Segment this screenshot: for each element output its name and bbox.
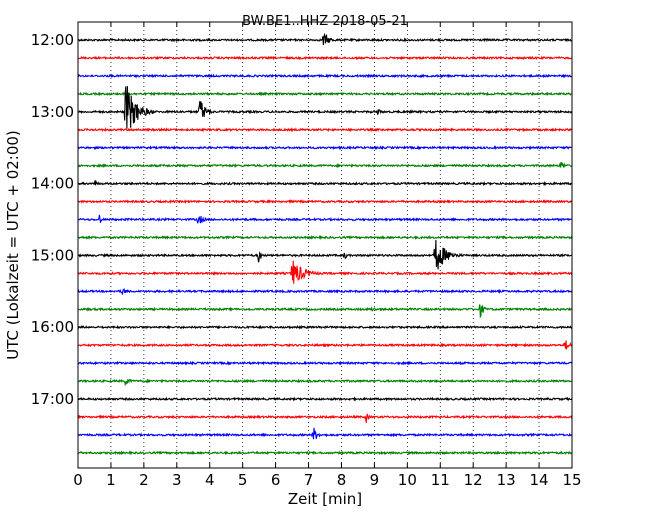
seismogram-trace [77, 73, 573, 79]
seismogram-trace [77, 145, 573, 151]
y-tick-label: 17:00 [31, 390, 74, 408]
y-tick-label: 12:00 [31, 31, 74, 49]
seismogram-trace [77, 234, 573, 241]
y-tick-label: 16:00 [31, 318, 74, 336]
x-tick-label: 8 [337, 471, 347, 489]
seismogram-trace [77, 304, 573, 319]
x-tick-label: 10 [398, 471, 417, 489]
seismogram-trace [77, 260, 573, 284]
seismogram-trace [77, 324, 573, 330]
plot-frame [77, 21, 573, 469]
y-axis-ticks: 12:00 13:00 14:00 15:00 16:00 17:00 [31, 31, 83, 408]
x-axis-label: Zeit [min] [288, 490, 362, 508]
seismogram-trace [77, 396, 573, 402]
x-tick-label: 2 [139, 471, 149, 489]
x-tick-label: 3 [172, 471, 182, 489]
seismogram-trace [77, 413, 573, 423]
seismogram-trace [77, 161, 573, 169]
seismogram-trace [77, 360, 573, 366]
seismogram-trace [77, 179, 573, 187]
y-axis-label: UTC (Lokalzeit = UTC + 02:00) [4, 130, 22, 360]
grid-lines [110, 22, 540, 468]
x-tick-label: 7 [304, 471, 314, 489]
x-tick-label: 14 [530, 471, 549, 489]
x-tick-label: 6 [271, 471, 281, 489]
seismogram-trace [77, 340, 573, 351]
x-tick-label: 1 [106, 471, 116, 489]
x-tick-label: 13 [497, 471, 516, 489]
seismogram-trace [77, 86, 573, 129]
trace-group [77, 32, 573, 456]
seismogram-trace [77, 55, 573, 61]
seismogram-trace [77, 214, 573, 224]
x-tick-label: 9 [370, 471, 380, 489]
y-tick-label: 13:00 [31, 103, 74, 121]
x-axis-ticks: 0 1 2 3 4 5 6 7 8 9 10 11 12 13 14 15 [73, 22, 582, 489]
x-tick-label: 15 [562, 471, 581, 489]
seismogram-trace [77, 450, 573, 456]
y-tick-label: 14:00 [31, 175, 74, 193]
x-tick-label: 12 [464, 471, 483, 489]
x-tick-label: 11 [431, 471, 450, 489]
seismogram-trace [77, 239, 573, 270]
seismogram-trace [77, 287, 573, 295]
y-tick-label: 15:00 [31, 246, 74, 264]
seismogram-trace [77, 378, 573, 387]
x-tick-label: 4 [205, 471, 215, 489]
x-tick-label: 0 [73, 471, 83, 489]
seismogram-trace [77, 91, 573, 97]
seismogram-trace [77, 32, 573, 46]
seismogram-trace [78, 127, 573, 133]
seismogram-trace [77, 199, 573, 205]
seismogram-trace [77, 427, 573, 440]
x-tick-label: 5 [238, 471, 248, 489]
